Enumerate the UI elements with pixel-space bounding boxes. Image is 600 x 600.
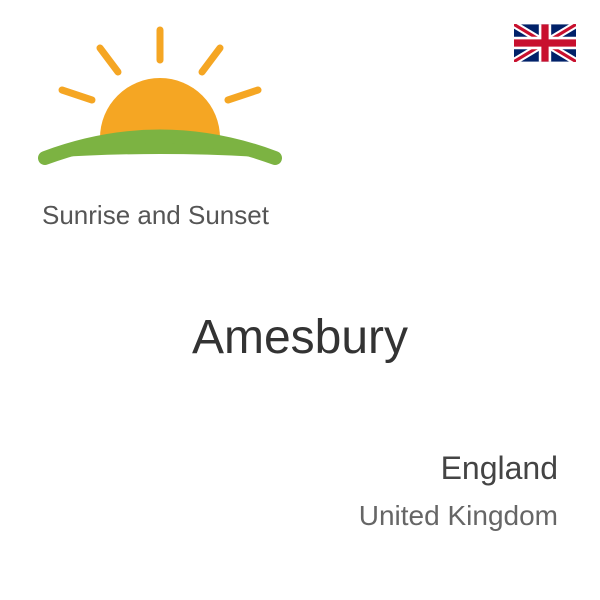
region-label: England (441, 450, 558, 487)
uk-flag-icon (514, 24, 576, 62)
sunrise-logo (30, 20, 290, 190)
site-title: Sunrise and Sunset (42, 200, 269, 231)
country-label: United Kingdom (359, 500, 558, 532)
place-name: Amesbury (0, 310, 600, 365)
